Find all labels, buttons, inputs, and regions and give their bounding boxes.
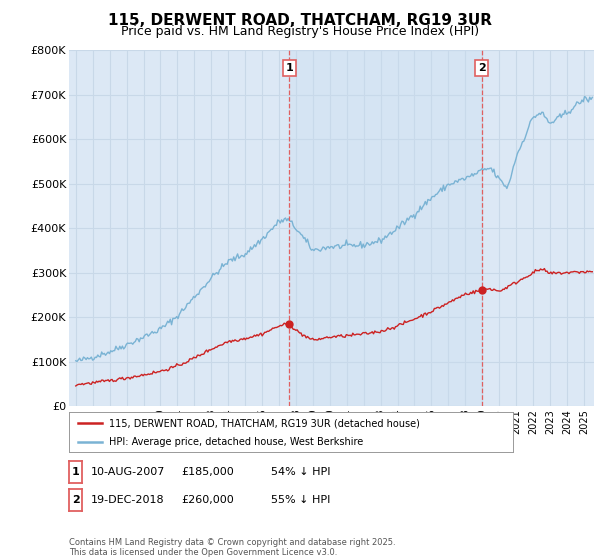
Text: 2: 2 <box>478 63 485 73</box>
Text: Contains HM Land Registry data © Crown copyright and database right 2025.
This d: Contains HM Land Registry data © Crown c… <box>69 538 395 557</box>
Text: 10-AUG-2007: 10-AUG-2007 <box>91 467 166 477</box>
Text: 1: 1 <box>72 467 79 477</box>
Text: HPI: Average price, detached house, West Berkshire: HPI: Average price, detached house, West… <box>109 437 363 446</box>
Text: 19-DEC-2018: 19-DEC-2018 <box>91 495 165 505</box>
Text: £260,000: £260,000 <box>181 495 234 505</box>
Text: Price paid vs. HM Land Registry's House Price Index (HPI): Price paid vs. HM Land Registry's House … <box>121 25 479 38</box>
Text: 2: 2 <box>72 495 79 505</box>
Bar <box>289 50 482 406</box>
Text: 115, DERWENT ROAD, THATCHAM, RG19 3UR: 115, DERWENT ROAD, THATCHAM, RG19 3UR <box>108 13 492 28</box>
Text: 1: 1 <box>285 63 293 73</box>
Text: 54% ↓ HPI: 54% ↓ HPI <box>271 467 331 477</box>
Text: 115, DERWENT ROAD, THATCHAM, RG19 3UR (detached house): 115, DERWENT ROAD, THATCHAM, RG19 3UR (d… <box>109 418 420 428</box>
Text: £185,000: £185,000 <box>181 467 234 477</box>
Text: 55% ↓ HPI: 55% ↓ HPI <box>271 495 331 505</box>
